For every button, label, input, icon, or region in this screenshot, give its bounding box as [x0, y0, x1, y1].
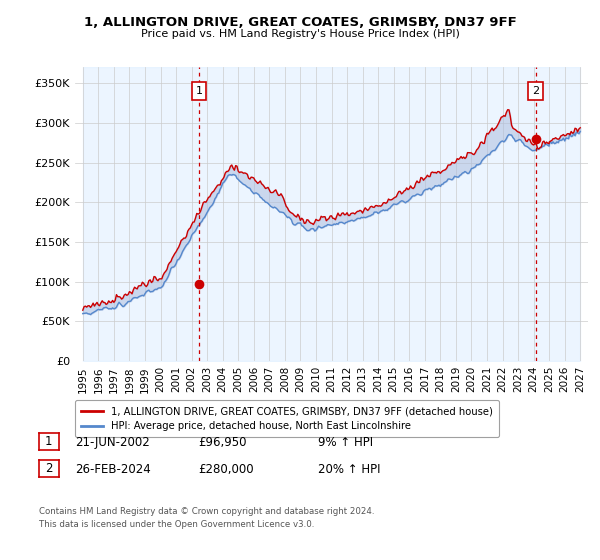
Text: 1, ALLINGTON DRIVE, GREAT COATES, GRIMSBY, DN37 9FF: 1, ALLINGTON DRIVE, GREAT COATES, GRIMSB…: [83, 16, 517, 29]
Text: £280,000: £280,000: [198, 463, 254, 476]
Text: 20% ↑ HPI: 20% ↑ HPI: [318, 463, 380, 476]
Legend: 1, ALLINGTON DRIVE, GREAT COATES, GRIMSBY, DN37 9FF (detached house), HPI: Avera: 1, ALLINGTON DRIVE, GREAT COATES, GRIMSB…: [75, 400, 499, 437]
Text: £96,950: £96,950: [198, 436, 247, 449]
Text: 2: 2: [45, 461, 53, 475]
Text: 9% ↑ HPI: 9% ↑ HPI: [318, 436, 373, 449]
Text: 2: 2: [532, 86, 539, 96]
Text: This data is licensed under the Open Government Licence v3.0.: This data is licensed under the Open Gov…: [39, 520, 314, 529]
Text: Price paid vs. HM Land Registry's House Price Index (HPI): Price paid vs. HM Land Registry's House …: [140, 29, 460, 39]
Text: Contains HM Land Registry data © Crown copyright and database right 2024.: Contains HM Land Registry data © Crown c…: [39, 507, 374, 516]
Text: 1: 1: [196, 86, 202, 96]
Text: 21-JUN-2002: 21-JUN-2002: [75, 436, 150, 449]
Text: 26-FEB-2024: 26-FEB-2024: [75, 463, 151, 476]
Text: 1: 1: [45, 435, 53, 448]
